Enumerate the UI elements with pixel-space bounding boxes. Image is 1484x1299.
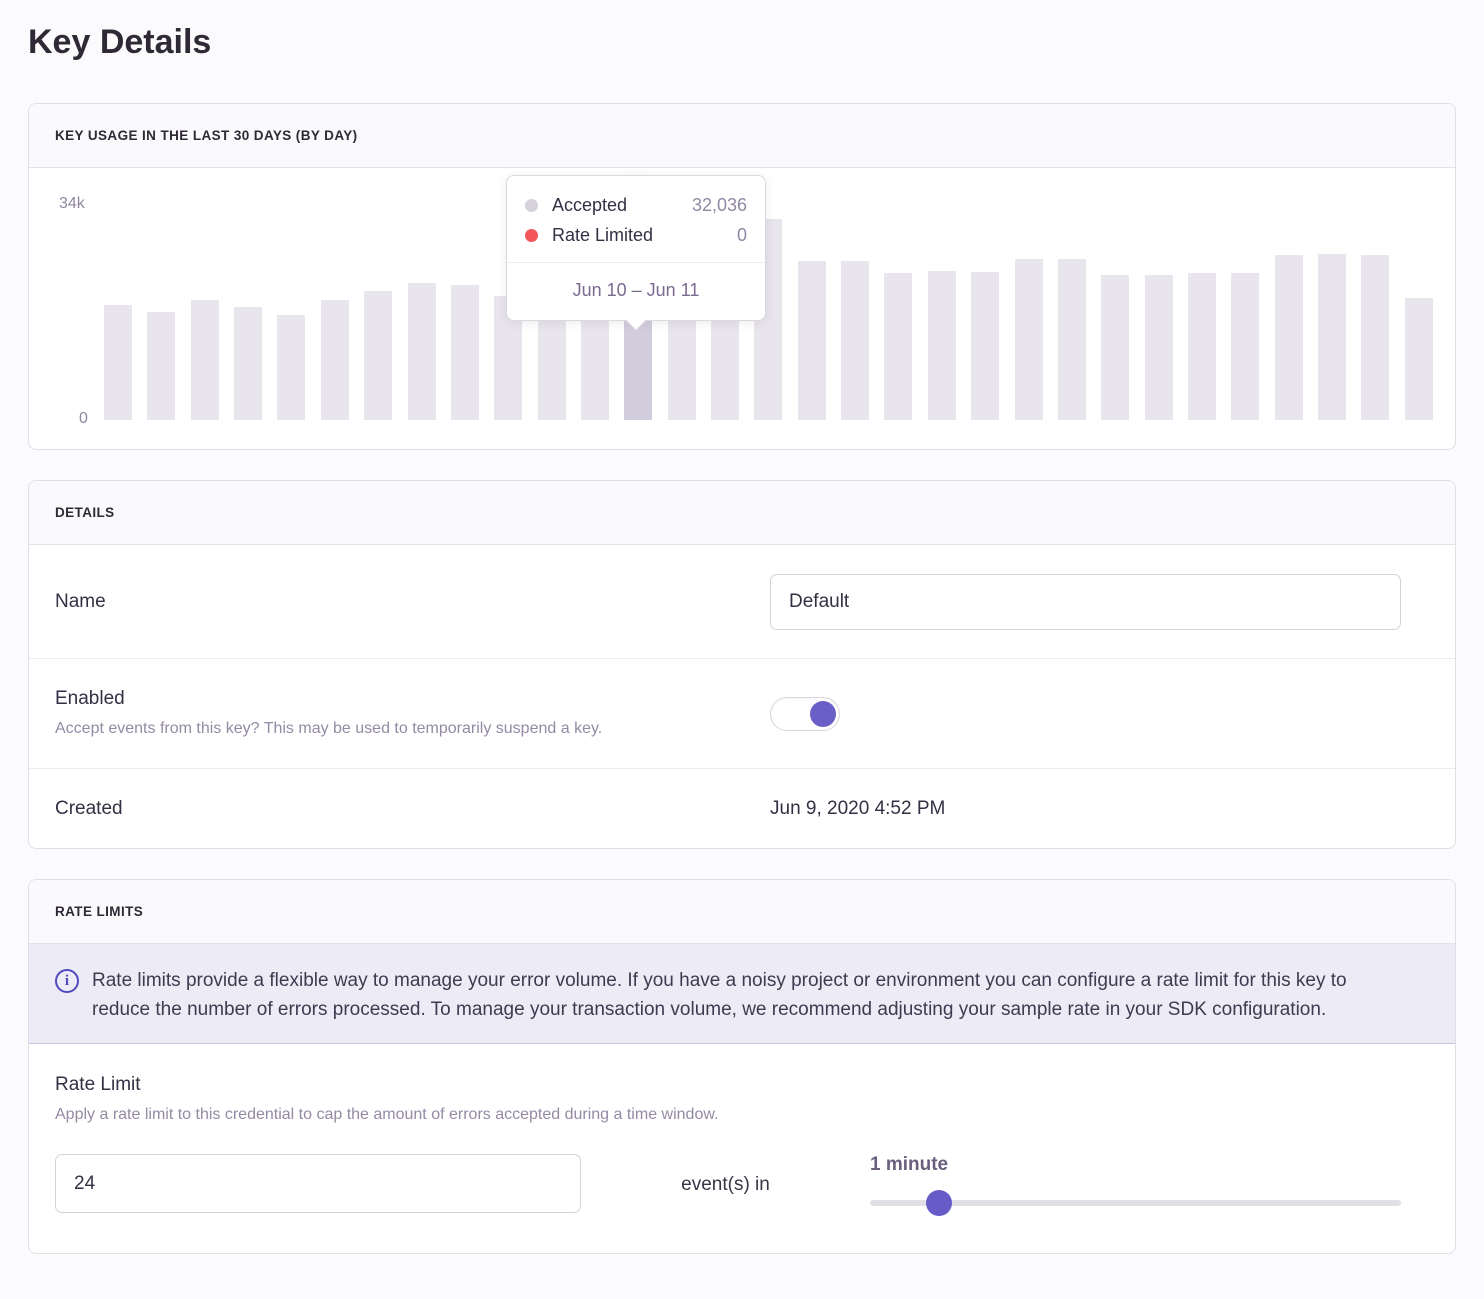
rate-limit-controls: event(s) in 1 minute — [55, 1154, 1401, 1216]
rate-limit-row: Rate Limit Apply a rate limit to this cr… — [29, 1044, 1455, 1253]
rate-limit-label: Rate Limit — [55, 1074, 141, 1095]
chart-bar[interactable] — [1187, 273, 1216, 420]
tooltip-rate-limited-value: 0 — [736, 224, 747, 245]
rate-window-slider-track[interactable] — [870, 1190, 1401, 1216]
rate-limited-dot-icon — [525, 228, 538, 242]
usage-chart: 34k 0 Accepted 32,036 Rate Limited 0 — [29, 168, 1455, 449]
key-usage-panel: KEY USAGE IN THE LAST 30 DAYS (BY DAY) 3… — [28, 103, 1456, 450]
created-value: Jun 9, 2020 4:52 PM — [770, 797, 946, 819]
tooltip-divider — [507, 262, 765, 263]
rate-limits-info-alert: i Rate limits provide a flexible way to … — [29, 944, 1455, 1044]
enabled-help-text: Accept events from this key? This may be… — [55, 720, 603, 737]
rate-limits-alert-text: Rate limits provide a flexible way to ma… — [92, 970, 1347, 1020]
name-input[interactable] — [770, 573, 1401, 630]
key-usage-panel-header: KEY USAGE IN THE LAST 30 DAYS (BY DAY) — [29, 104, 1455, 168]
chart-bar[interactable] — [1318, 254, 1347, 420]
chart-bar[interactable] — [971, 272, 1000, 420]
chart-bar[interactable] — [1014, 259, 1043, 420]
created-label: Created — [55, 797, 123, 819]
chart-bar[interactable] — [234, 307, 263, 420]
rate-limits-panel-header: RATE LIMITS — [29, 880, 1455, 944]
chart-bar[interactable] — [190, 300, 219, 420]
rate-limits-panel: RATE LIMITS i Rate limits provide a flex… — [28, 879, 1456, 1254]
created-row: Created Jun 9, 2020 4:52 PM — [29, 768, 1455, 848]
chart-bar[interactable] — [1101, 275, 1130, 420]
tooltip-date-range: Jun 10 – Jun 11 — [572, 280, 700, 300]
tooltip-rate-limited-row: Rate Limited 0 — [525, 220, 747, 250]
chart-bar[interactable] — [1144, 275, 1173, 420]
chart-bar[interactable] — [1404, 298, 1433, 420]
name-row: Name — [29, 545, 1455, 658]
chart-bar[interactable] — [1361, 255, 1390, 420]
chart-bar[interactable] — [320, 300, 349, 420]
page-title: Key Details — [28, 23, 212, 61]
name-label: Name — [55, 590, 106, 612]
details-panel-header: DETAILS — [29, 481, 1455, 545]
rate-window-value-label: 1 minute — [870, 1154, 949, 1175]
accepted-dot-icon — [525, 198, 538, 212]
rate-limit-count-input[interactable] — [55, 1154, 581, 1213]
chart-bar[interactable] — [364, 291, 393, 420]
rate-limit-help-text: Apply a rate limit to this credential to… — [55, 1106, 719, 1123]
tooltip-accepted-label: Accepted — [552, 194, 628, 215]
tooltip-rate-limited-label: Rate Limited — [552, 224, 654, 245]
rate-window-slider: 1 minute — [870, 1154, 1401, 1216]
enabled-label: Enabled — [55, 688, 125, 709]
details-panel-title: DETAILS — [55, 505, 115, 520]
key-usage-panel-title: KEY USAGE IN THE LAST 30 DAYS (BY DAY) — [55, 128, 358, 143]
chart-bar[interactable] — [1057, 259, 1086, 420]
y-axis-max-label: 34k — [59, 195, 85, 212]
enabled-toggle-knob — [810, 700, 836, 727]
chart-bar[interactable] — [450, 285, 479, 420]
chart-bar[interactable] — [1274, 255, 1303, 420]
chart-bar[interactable] — [927, 271, 956, 420]
chart-bar[interactable] — [1231, 273, 1260, 420]
rate-window-slider-knob[interactable] — [926, 1190, 953, 1216]
chart-bar[interactable] — [104, 305, 132, 420]
chart-bar[interactable] — [841, 261, 870, 420]
tooltip-accepted-value: 32,036 — [691, 194, 747, 215]
events-in-label: event(s) in — [681, 1173, 770, 1195]
info-icon: i — [55, 969, 79, 993]
details-panel: DETAILS Name Enabled Accept events from … — [28, 480, 1456, 849]
y-axis-min-label: 0 — [79, 410, 88, 427]
rate-limits-panel-title: RATE LIMITS — [55, 904, 144, 919]
chart-tooltip: Accepted 32,036 Rate Limited 0 Jun 10 – … — [506, 175, 766, 331]
chart-bar[interactable] — [147, 312, 176, 420]
tooltip-legend: Accepted 32,036 Rate Limited 0 — [507, 176, 765, 262]
chart-bar[interactable] — [277, 315, 306, 420]
chart-bar[interactable] — [797, 261, 826, 420]
enabled-toggle[interactable] — [770, 696, 840, 731]
chart-bar[interactable] — [407, 283, 436, 420]
tooltip-accepted-row: Accepted 32,036 — [525, 190, 747, 220]
chart-bar[interactable] — [884, 273, 913, 420]
enabled-row: Enabled Accept events from this key? Thi… — [29, 658, 1455, 768]
key-details-page: Key Details KEY USAGE IN THE LAST 30 DAY… — [28, 23, 1456, 1254]
bar-group — [104, 171, 1433, 420]
